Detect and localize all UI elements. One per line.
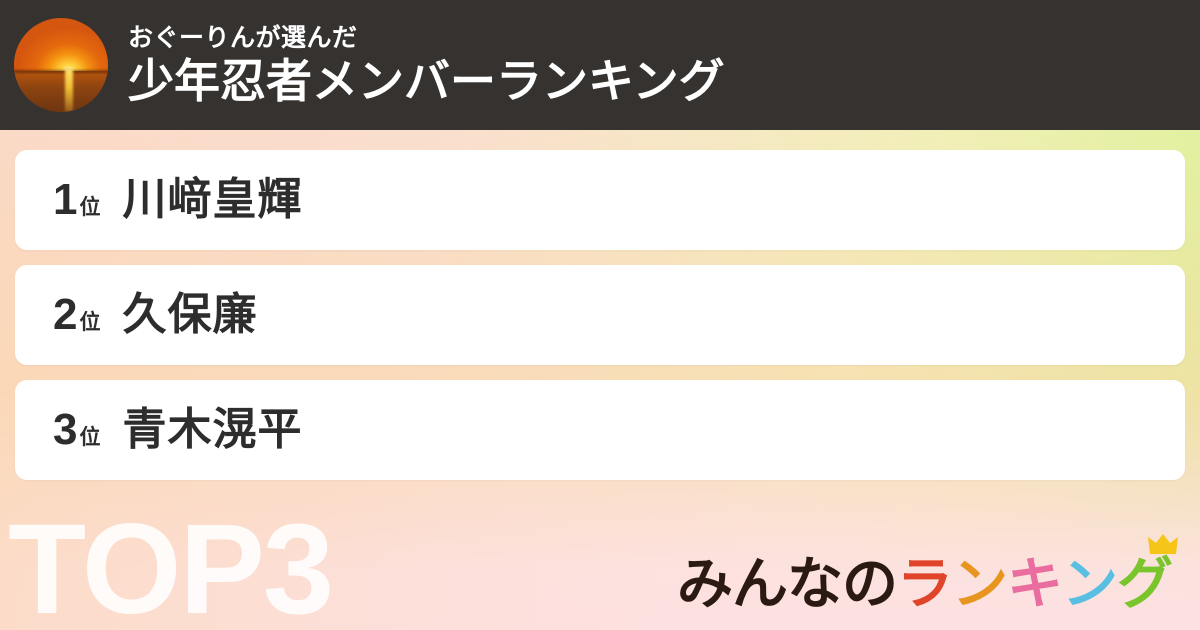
logo-char-n-1: ン [952,552,1008,615]
list-item[interactable]: 1 位 川﨑皇輝 [15,150,1185,250]
rank-number: 1 [53,175,78,224]
rank-suffix: 位 [79,196,101,219]
page-title: 少年忍者メンバーランキング [128,54,725,107]
logo-char-ki: キ [1007,552,1063,615]
logo-char-gu-text: グ [1117,552,1173,615]
logo-char-n-2: ン [1062,552,1118,615]
avatar [14,18,108,112]
rank-badge: 3 位 [53,408,100,452]
subtitle: おぐーりんが選んだ [128,24,358,53]
rank-number: 2 [53,290,78,339]
rank-suffix: 位 [79,311,101,334]
top3-watermark: TOP3 [8,498,334,630]
rank-item-name: 川﨑皇輝 [122,175,303,224]
rank-badge: 1 位 [53,178,100,222]
avatar-sun-reflection [64,68,74,112]
rank-item-name: 青木滉平 [122,405,303,454]
rank-suffix: 位 [79,426,101,449]
rank-badge: 2 位 [53,293,100,337]
avatar-sky [14,18,108,73]
ranking-list: 1 位 川﨑皇輝 2 位 久保廉 3 位 青木滉平 [15,150,1185,495]
header-text: おぐーりんが選んだ 少年忍者メンバーランキング [128,25,725,105]
site-logo[interactable]: みんなの ラ ン キ ン グ [677,534,1178,615]
logo-char-ra: ラ [897,552,953,615]
header-bar: おぐーりんが選んだ 少年忍者メンバーランキング [0,0,1200,130]
logo-text-minnano: みんなの [677,552,898,615]
list-item[interactable]: 2 位 久保廉 [15,265,1185,365]
crown-icon [1148,534,1178,554]
avatar-sea [14,70,108,112]
rank-number: 3 [53,405,78,454]
logo-char-gu: グ [1117,534,1178,612]
rank-item-name: 久保廉 [122,290,258,339]
avatar-horizon [14,69,108,73]
list-item[interactable]: 3 位 青木滉平 [15,380,1185,480]
